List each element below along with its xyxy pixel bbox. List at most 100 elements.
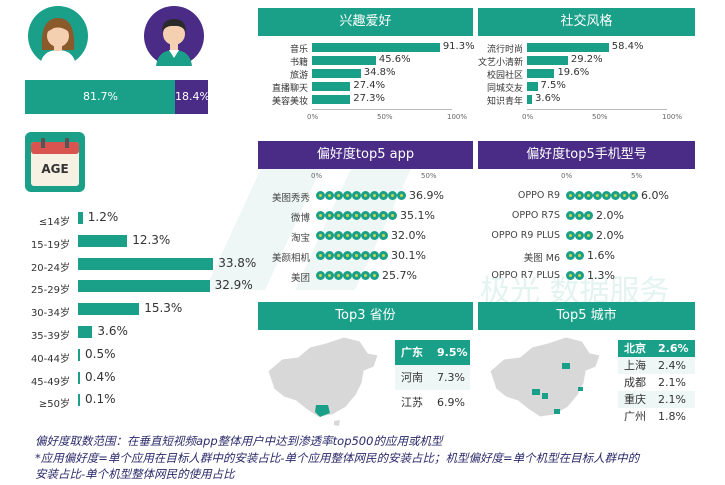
bar bbox=[78, 371, 80, 384]
bar bbox=[527, 95, 533, 104]
row-value: 7.3% bbox=[437, 371, 465, 384]
male-share-bar bbox=[175, 80, 208, 114]
dot-mark bbox=[370, 271, 379, 280]
dot-mark bbox=[352, 231, 361, 240]
china-map-city bbox=[482, 333, 612, 428]
dot-mark bbox=[352, 211, 361, 220]
bar bbox=[312, 56, 376, 65]
category-label: 35-39岁 bbox=[30, 331, 70, 342]
tick-label: 50% bbox=[592, 113, 608, 121]
row-value: 2.1% bbox=[658, 393, 686, 406]
category-label: 20-24岁 bbox=[30, 262, 70, 274]
dot-mark bbox=[352, 191, 361, 200]
interest-header: 兴趣爱好 bbox=[258, 8, 473, 36]
category-label: OPPO R9 bbox=[517, 190, 560, 201]
tick-label: 0% bbox=[561, 172, 573, 180]
category-label: 微博 bbox=[290, 213, 310, 224]
category-label: 30-34岁 bbox=[30, 308, 70, 320]
category-label: 书籍 bbox=[289, 58, 308, 68]
category-label: 美颜相机 bbox=[271, 253, 310, 264]
tick-label: 0% bbox=[522, 113, 534, 121]
dot-mark bbox=[334, 211, 343, 220]
tick-label: 100% bbox=[447, 113, 468, 121]
dot-mark bbox=[361, 191, 370, 200]
value-label: 1.2% bbox=[87, 210, 119, 224]
social-header: 社交风格 bbox=[478, 8, 695, 36]
tick-label: 5% bbox=[631, 172, 643, 180]
value-label: 1.3% bbox=[587, 269, 615, 282]
bar bbox=[312, 69, 361, 78]
dot-mark bbox=[361, 231, 370, 240]
category-label: 25-29岁 bbox=[30, 285, 70, 297]
dot-mark bbox=[316, 211, 325, 220]
dot-mark bbox=[620, 191, 629, 200]
footnote-3: 安装占比-单个机型整体网民的使用占比 bbox=[35, 467, 235, 481]
row-value: 2.4% bbox=[658, 359, 686, 372]
dot-mark bbox=[575, 271, 584, 280]
bar bbox=[78, 280, 210, 293]
footnote-1: 偏好度取数范围：在垂直短视频app整体用户中达到渗透率top500的应用或机型 bbox=[35, 434, 443, 448]
dot-mark bbox=[343, 211, 352, 220]
value-label: 0.1% bbox=[85, 392, 116, 407]
tick-label: 0% bbox=[307, 113, 319, 121]
dot-mark bbox=[379, 191, 388, 200]
value-label: 34.8% bbox=[363, 67, 396, 78]
female-avatar bbox=[28, 6, 88, 66]
value-label: 6.0% bbox=[641, 189, 669, 202]
china-map-province bbox=[260, 333, 390, 428]
dot-mark bbox=[584, 211, 593, 220]
dot-mark bbox=[566, 191, 575, 200]
dot-mark bbox=[316, 271, 325, 280]
female-share-bar bbox=[25, 80, 175, 114]
table-row: 江苏 6.9% bbox=[395, 390, 470, 415]
x-axis bbox=[527, 109, 667, 110]
row-name: 广州 bbox=[624, 410, 646, 423]
x-axis bbox=[312, 109, 452, 110]
dot-mark bbox=[334, 271, 343, 280]
province-header: Top3 省份 bbox=[258, 302, 473, 330]
dot-mark bbox=[361, 211, 370, 220]
dot-mark bbox=[334, 251, 343, 260]
row-value: 1.8% bbox=[658, 410, 686, 423]
category-label: 15-19岁 bbox=[30, 239, 70, 251]
dot-mark bbox=[584, 231, 593, 240]
table-row: 北京 2.6% bbox=[618, 340, 695, 357]
tick-label: 50% bbox=[377, 113, 393, 121]
row-name: 北京 bbox=[624, 342, 646, 355]
dot-mark bbox=[325, 211, 334, 220]
dot-mark bbox=[575, 191, 584, 200]
row-name: 江苏 bbox=[401, 396, 423, 409]
dot-mark bbox=[575, 251, 584, 260]
category-label: 美团 bbox=[290, 273, 310, 284]
value-label: 0.5% bbox=[85, 346, 116, 361]
category-label: 音乐 bbox=[289, 45, 308, 55]
dot-mark bbox=[611, 191, 620, 200]
dot-mark bbox=[361, 251, 370, 260]
bar bbox=[527, 69, 555, 78]
bar bbox=[527, 56, 568, 65]
bar bbox=[78, 348, 80, 361]
dot-mark bbox=[325, 271, 334, 280]
table-row: 广东 9.5% bbox=[395, 340, 470, 365]
value-label: 1.6% bbox=[587, 249, 615, 262]
app-header: 偏好度top5 app bbox=[258, 141, 473, 169]
row-name: 上海 bbox=[624, 359, 646, 372]
value-label: 25.7% bbox=[382, 269, 417, 282]
value-label: 2.0% bbox=[596, 229, 624, 242]
dot-mark bbox=[343, 231, 352, 240]
age-chart: ≤14岁 1.2% 15-19岁 12.3% 20-24岁 33.8% 25-29岁 32.9… bbox=[0, 0, 260, 430]
value-label: 32.9% bbox=[214, 278, 253, 293]
bar bbox=[78, 326, 93, 338]
value-label: 29.2% bbox=[570, 54, 603, 65]
dot-mark bbox=[325, 251, 334, 260]
dot-mark bbox=[370, 231, 379, 240]
category-label: OPPO R9 PLUS bbox=[491, 230, 560, 241]
dot-mark bbox=[566, 251, 575, 260]
dot-mark bbox=[584, 191, 593, 200]
dot-mark bbox=[343, 251, 352, 260]
row-name: 河南 bbox=[401, 371, 423, 384]
value-label: 33.8% bbox=[218, 255, 257, 270]
dot-mark bbox=[343, 271, 352, 280]
row-name: 成都 bbox=[624, 376, 646, 389]
bar bbox=[78, 394, 80, 407]
